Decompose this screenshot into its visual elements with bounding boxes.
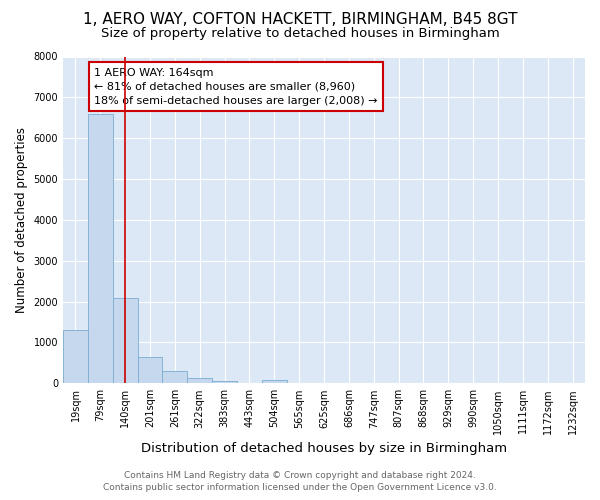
Text: 1 AERO WAY: 164sqm
← 81% of detached houses are smaller (8,960)
18% of semi-deta: 1 AERO WAY: 164sqm ← 81% of detached hou… [94,68,378,106]
Text: 1, AERO WAY, COFTON HACKETT, BIRMINGHAM, B45 8GT: 1, AERO WAY, COFTON HACKETT, BIRMINGHAM,… [83,12,517,28]
Bar [137,357,163,384]
Bar [212,381,237,384]
Bar [187,378,212,384]
Bar [88,114,113,384]
Bar [163,371,187,384]
Text: Size of property relative to detached houses in Birmingham: Size of property relative to detached ho… [101,28,499,40]
Text: Contains HM Land Registry data © Crown copyright and database right 2024.
Contai: Contains HM Land Registry data © Crown c… [103,471,497,492]
Bar [113,298,137,384]
Y-axis label: Number of detached properties: Number of detached properties [15,127,28,313]
X-axis label: Distribution of detached houses by size in Birmingham: Distribution of detached houses by size … [141,442,507,455]
Bar [63,330,88,384]
Bar [262,380,287,384]
